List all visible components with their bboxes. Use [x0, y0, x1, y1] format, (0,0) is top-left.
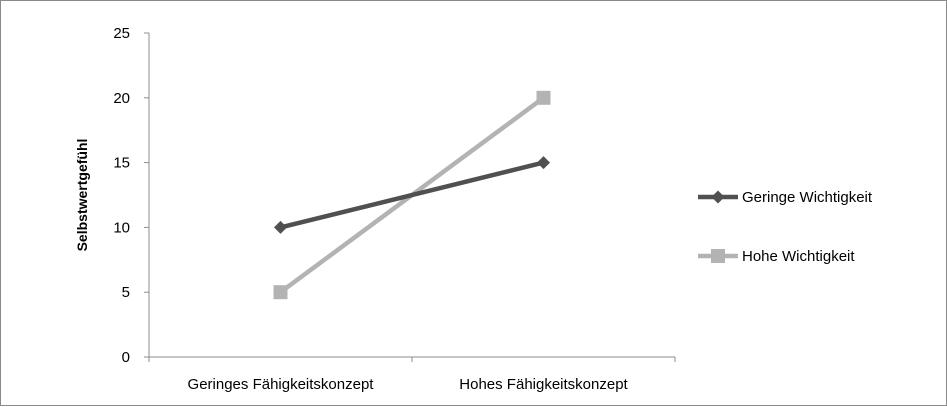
legend-marker-swatch [711, 249, 725, 263]
series-geringe-wichtigkeit [274, 156, 550, 234]
series-line [278, 160, 546, 230]
series-group [273, 90, 551, 300]
data-point-marker [537, 156, 550, 170]
data-point-marker [273, 285, 288, 300]
x-tick-label: Hohes Fähigkeitskonzept [459, 376, 628, 393]
y-tick-label: 5 [122, 284, 130, 301]
x-axis: Geringes Fähigkeitskonzept Hohes Fähigkei… [148, 356, 676, 393]
legend: Geringe Wichtigkeit Hohe Wichtigkeit [698, 189, 873, 265]
legend-label: Geringe Wichtigkeit [742, 189, 873, 206]
data-point-marker [536, 90, 551, 105]
x-tick-label: Geringes Fähigkeitskonzept [188, 376, 375, 393]
legend-marker-swatch [711, 190, 725, 204]
legend-item: Geringe Wichtigkeit [698, 189, 873, 206]
y-tick-label: 15 [113, 155, 130, 172]
legend-item: Hohe Wichtigkeit [698, 248, 855, 265]
y-tick-label: 0 [122, 349, 130, 366]
y-tick-label: 25 [113, 25, 130, 42]
y-tick-label: 20 [113, 90, 130, 107]
y-tick-label: 10 [113, 219, 130, 236]
data-point-marker [274, 220, 287, 234]
y-axis-title: Selbstwertgefühl [74, 139, 90, 252]
y-axis: 0 5 10 15 20 25 [113, 25, 150, 366]
legend-label: Hohe Wichtigkeit [742, 248, 855, 265]
